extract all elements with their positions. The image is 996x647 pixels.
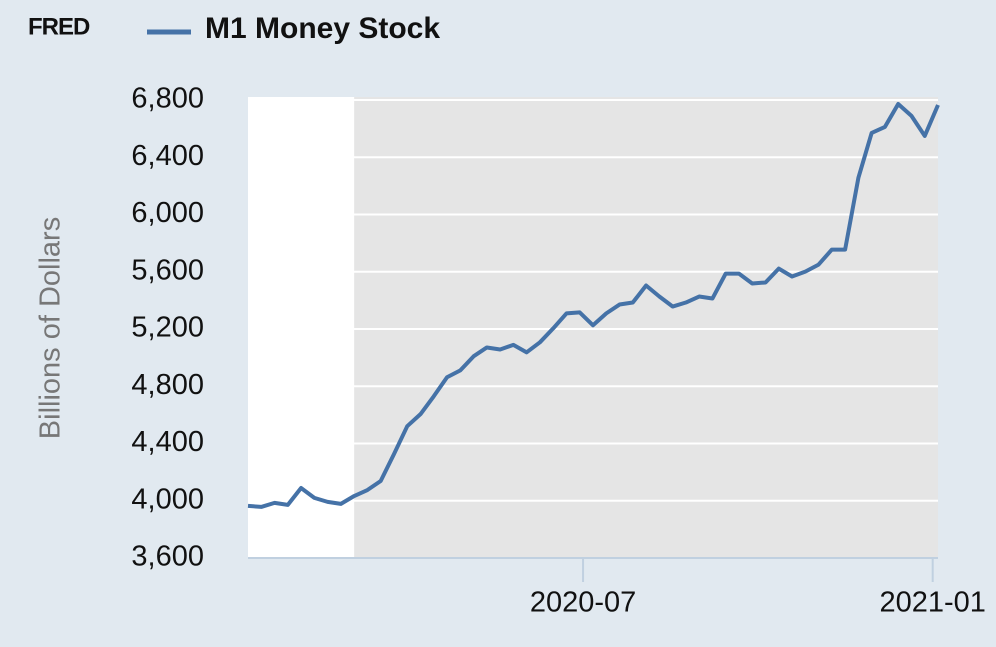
y-axis-label: Billions of Dollars bbox=[35, 217, 67, 439]
y-tick-label: 4,000 bbox=[131, 483, 204, 515]
line-series bbox=[247, 102, 940, 509]
y-tick-label: 6,000 bbox=[131, 197, 204, 229]
x-tick-label: 2020-07 bbox=[530, 587, 636, 619]
y-tick-label: 4,800 bbox=[131, 369, 204, 401]
y-tick-label: 5,600 bbox=[131, 254, 204, 286]
y-tick-label: 4,400 bbox=[131, 426, 204, 458]
legend-label: M1 Money Stock bbox=[205, 12, 440, 45]
y-tick-label: 6,800 bbox=[131, 83, 204, 115]
logo: FRED bbox=[28, 13, 90, 40]
x-tick-label: 2021-01 bbox=[879, 587, 985, 619]
y-tick-label: 3,600 bbox=[131, 541, 204, 573]
recession-shade bbox=[354, 97, 939, 558]
y-tick-label: 5,200 bbox=[131, 312, 204, 344]
y-tick-label: 6,400 bbox=[131, 140, 204, 172]
